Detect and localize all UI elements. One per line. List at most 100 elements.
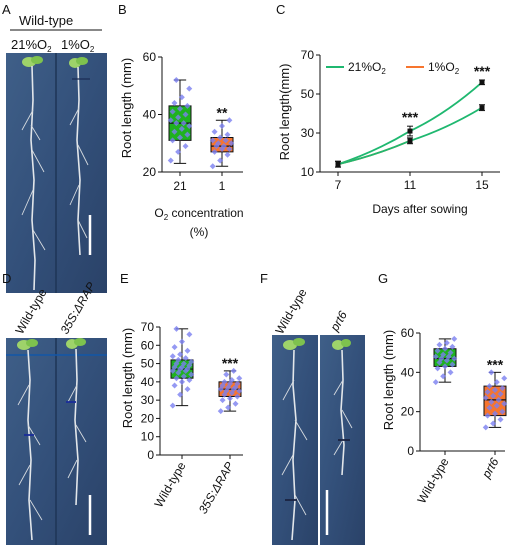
panel-c-ytick-label-1: 30 <box>301 126 315 140</box>
panel-g-xtick-label-1: prt6 <box>479 455 502 481</box>
panel-c-point-2-2 <box>479 105 485 111</box>
panel-e-point-0-20 <box>175 356 182 363</box>
panel-c-point-0-1 <box>407 128 413 134</box>
panel-d: D Wild-type 35S:ΔRAP <box>2 271 107 545</box>
panel-g-annotation-0: *** <box>487 356 504 372</box>
panel-a-letter: A <box>2 2 11 17</box>
panel-f-seedling-2 <box>332 339 353 476</box>
panel-b-point-0-20 <box>173 77 180 83</box>
panel-g-letter: G <box>378 271 388 286</box>
panel-e-point-0-4 <box>179 378 185 385</box>
panel-c-letter: C <box>276 2 285 17</box>
panel-b-point-0-19 <box>186 85 193 92</box>
panel-b-point-0-0 <box>167 157 174 164</box>
panel-b-letter: B <box>118 2 127 17</box>
panel-f-label-2: prt6 <box>327 308 350 334</box>
panel-g-point-1-20 <box>488 369 495 376</box>
panel-b-xlabel-main: O <box>154 206 163 220</box>
panel-e-point-0-22 <box>169 353 176 360</box>
panel-e-point-0-1 <box>177 391 184 398</box>
panel-b-point-0-5 <box>184 131 191 138</box>
panel-g-point-0-19 <box>451 335 458 342</box>
panel-a-seedling-1 <box>21 56 46 291</box>
panel-g-point-0-8 <box>451 355 458 362</box>
panel-b-point-1-16 <box>226 117 233 124</box>
panel-c-xtick-label-0: 7 <box>335 178 342 192</box>
panel-e: E Root length (mm) 0 10 20 30 40 50 60 70 Wild-t… <box>120 271 243 516</box>
panel-e-point-0-24 <box>184 347 191 354</box>
panel-c-annotation-1: *** <box>474 63 491 79</box>
panel-e-point-0-26 <box>179 338 185 345</box>
panel-a-seedling-2 <box>69 57 90 256</box>
panel-g-point-1-5 <box>499 408 506 415</box>
panel-f-label-1: Wild-type <box>272 286 309 337</box>
panel-e-xtick-label-1: 35S:ΔRAP <box>196 460 237 517</box>
panel-c-xlabel: Days after sowing <box>372 202 467 216</box>
panel-c-xtick-label-2: 15 <box>475 178 489 192</box>
panel-g-point-1-9 <box>488 398 495 405</box>
panel-b-point-1-1 <box>217 157 224 164</box>
panel-c-legend-sub-1: 2 <box>455 67 460 76</box>
panel-e-ytick-label-6: 60 <box>141 338 155 352</box>
panel-e-point-0-21 <box>182 355 189 362</box>
panel-a-condition-1-sub: 2 <box>47 45 52 54</box>
panel-g-point-1-19 <box>501 375 508 382</box>
panel-b-point-0-15 <box>177 105 183 112</box>
panel-g-point-1-6 <box>486 404 493 411</box>
panel-g-point-1-13 <box>497 390 504 397</box>
panel-e-ylabel: Root length (mm) <box>120 328 135 428</box>
panel-c-ytick-label-2: 50 <box>301 87 315 101</box>
panel-b-ytick-label-2: 60 <box>143 50 157 64</box>
panel-e-point-0-25 <box>171 344 178 351</box>
panel-e-point-0-3 <box>171 382 178 389</box>
panel-b-point-1-12 <box>217 134 224 141</box>
panel-e-point-0-6 <box>173 375 180 382</box>
panel-g-point-0-3 <box>434 365 441 372</box>
panel-e-ytick-label-7: 70 <box>141 320 155 334</box>
panel-b-ytick-label-1: 40 <box>143 108 157 122</box>
panel-a-condition-2-sub: 2 <box>90 45 95 54</box>
panel-a-condition-2: 1%O2 <box>61 37 95 54</box>
panel-e-point-1-21 <box>230 367 237 374</box>
panel-c-ylabel: Root length(mm) <box>277 64 292 161</box>
panel-b-point-0-6 <box>171 128 178 135</box>
panel-f-seedling-1 <box>281 338 308 541</box>
panel-g-point-1-12 <box>490 392 497 399</box>
panel-a-condition-1-pct: 21%O <box>11 37 47 52</box>
panel-b-xlabel-rest: concentration <box>168 206 243 220</box>
panel-g-point-0-15 <box>442 345 448 352</box>
panel-e-point-0-27 <box>186 331 193 338</box>
panel-g-point-0-11 <box>432 353 439 360</box>
panel-e-point-0-19 <box>188 358 195 365</box>
panel-g-point-1-18 <box>493 379 500 386</box>
panel-a-condition-1: 21%O2 <box>11 37 52 54</box>
panel-c-legend-sub-0: 2 <box>381 67 386 76</box>
panel-g-point-0-4 <box>442 363 448 370</box>
panel-b-point-0-3 <box>169 137 176 144</box>
panel-b-point-0-16 <box>184 102 191 109</box>
panel-e-point-0-28 <box>173 325 180 332</box>
panel-g-point-1-0 <box>482 424 489 431</box>
panel-b-point-0-10 <box>180 120 187 127</box>
panel-e-point-0-23 <box>177 351 184 358</box>
panel-e-point-1-19 <box>236 375 243 382</box>
panel-c-point-0-2 <box>479 79 485 85</box>
panel-c-legend-label-0: 21%O2 <box>348 60 386 76</box>
panel-b-point-0-4 <box>177 134 183 141</box>
panel-g-point-0-18 <box>443 339 450 346</box>
panel-a: A Wild-type 21%O2 1%O2 <box>2 2 107 293</box>
panel-b-point-1-3 <box>211 148 218 155</box>
panel-e-ytick-label-5: 50 <box>141 357 155 371</box>
panel-e-ytick-label-2: 20 <box>141 411 155 425</box>
panel-g-point-0-13 <box>447 349 454 356</box>
panel-g-ytick-label-1: 20 <box>401 405 415 419</box>
panel-c-point-2-0 <box>335 161 341 167</box>
panel-b-annotation-0: ** <box>217 104 228 120</box>
panel-b-point-0-18 <box>178 94 185 101</box>
panel-g-point-1-17 <box>486 383 493 390</box>
panel-e-point-0-0 <box>169 402 176 409</box>
panel-e-ytick-label-3: 30 <box>141 393 155 407</box>
panel-d-seedling-2 <box>66 338 87 506</box>
panel-b: B Root length (mm) 20 40 60 21 1 ** O2 concen… <box>118 2 244 239</box>
